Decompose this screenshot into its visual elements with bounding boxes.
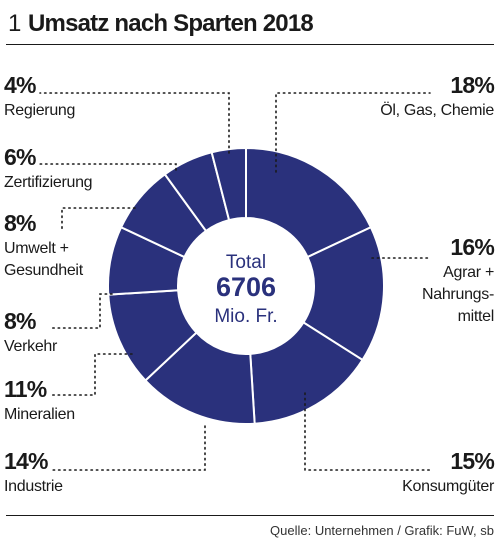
label-industrie: 14% Industrie <box>4 450 63 498</box>
slice-value-label: 11% <box>4 376 47 402</box>
slice-category-label: Konsumgüter <box>402 478 494 495</box>
slice-category-label: Umwelt + Gesundheit <box>4 238 83 282</box>
slice-category-line: Gesundheit <box>4 262 83 279</box>
label-oel-gas-chemie: 18% Öl, Gas, Chemie <box>380 72 495 122</box>
slice-category-line: Umwelt + <box>4 240 69 257</box>
label-regierung: 4% Regierung <box>4 74 75 122</box>
center-label-unit: Mio. Fr. <box>214 306 277 327</box>
donut-slice-9 <box>210 146 247 222</box>
leader-line-3 <box>304 392 431 471</box>
label-agrar-nahrungsmittel: 16% Agrar + Nahrungs- mittel <box>422 234 495 328</box>
label-verkehr: 8% Verkehr <box>4 310 57 358</box>
figure-header: 1 Umsatz nach Sparten 2018 <box>6 6 494 45</box>
label-zertifizierung: 6% Zertifizierung <box>4 144 93 194</box>
slice-value-label: 16% <box>450 234 494 260</box>
slice-value-label: 14% <box>4 448 48 474</box>
label-konsumgueter: 15% Konsumgüter <box>402 448 495 498</box>
slice-value-label: 18% <box>450 72 494 98</box>
slice-value-label: 8% <box>4 308 36 334</box>
slice-value-label: 6% <box>4 144 36 170</box>
slice-category-label: Verkehr <box>4 338 58 355</box>
figure-number: 1 <box>8 10 21 37</box>
label-mineralien: 11% Mineralien <box>4 378 75 426</box>
slice-category-label: Mineralien <box>4 406 75 423</box>
center-value: 6706 <box>216 272 276 302</box>
slice-value-label: 15% <box>450 448 494 474</box>
slice-category-label: Regierung <box>4 102 76 119</box>
slice-category-label: Zertifizierung <box>4 174 93 191</box>
leader-line-1 <box>275 92 431 173</box>
slice-category-line: Nahrungs- <box>421 286 494 303</box>
chart-title: Umsatz nach Sparten 2018 <box>28 10 314 37</box>
leader-line-6 <box>49 293 113 329</box>
leader-line-8 <box>39 163 177 171</box>
slice-category-line: mittel <box>457 308 495 325</box>
slice-category-label: Öl, Gas, Chemie <box>380 102 494 119</box>
leader-line-4 <box>49 425 206 471</box>
slice-category-label: Industrie <box>4 478 63 495</box>
leader-line-9 <box>39 92 230 154</box>
slice-value-label: 4% <box>4 72 36 98</box>
source-note: Quelle: Unternehmen / Grafik: FuW, sb <box>270 523 494 538</box>
slice-value-label: 8% <box>4 210 36 236</box>
footer: Quelle: Unternehmen / Grafik: FuW, sb <box>6 515 494 538</box>
label-umwelt-gesundheit: 8% Umwelt + Gesundheit <box>4 212 83 282</box>
slice-category-line: Agrar + <box>443 264 494 281</box>
donut-slice-2 <box>302 225 385 362</box>
center-label-total: Total <box>226 252 266 273</box>
slice-category-label: Agrar + Nahrungs- mittel <box>422 262 494 328</box>
